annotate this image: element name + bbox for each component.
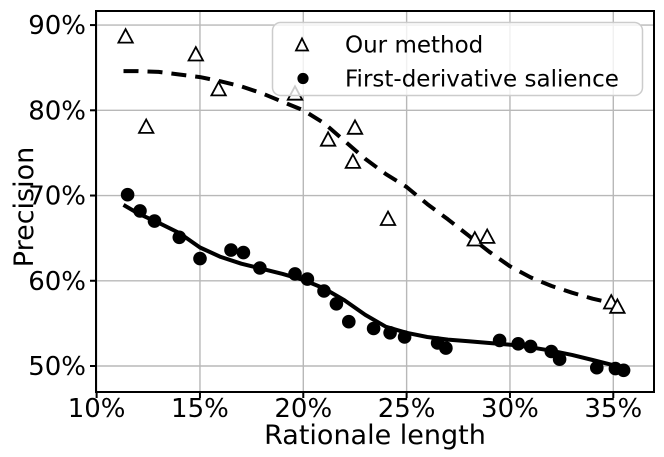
legend-filled-circle-icon xyxy=(297,72,309,85)
data-point-circle xyxy=(383,326,397,340)
data-point-circle xyxy=(133,204,147,218)
legend: Our method First-derivative salience xyxy=(271,21,644,97)
data-point-circle xyxy=(288,267,302,281)
data-point-circle xyxy=(300,272,315,286)
data-point-circle xyxy=(552,352,567,367)
data-point-triangle xyxy=(466,230,484,247)
y-tick-label: 60% xyxy=(28,267,86,297)
legend-entry-our-method: Our method xyxy=(345,33,483,59)
y-tick-label: 90% xyxy=(28,11,86,41)
y-tick-label: 80% xyxy=(28,96,86,126)
data-point-circle xyxy=(224,243,238,257)
data-point-triangle xyxy=(608,297,627,314)
x-tick-label: 20% xyxy=(274,394,332,424)
data-point-circle xyxy=(172,230,187,245)
x-tick-label: 15% xyxy=(171,394,229,424)
data-point-triangle xyxy=(319,130,337,147)
legend-entry-first-derivative-salience: First-derivative salience xyxy=(345,67,619,93)
data-point-triangle xyxy=(346,118,364,135)
x-tick-label: 25% xyxy=(378,394,436,424)
x-tick-label: 10% xyxy=(68,394,126,424)
data-point-triangle xyxy=(137,117,155,134)
trend-line-our-method xyxy=(123,69,616,306)
x-tick-label: 30% xyxy=(481,394,539,424)
legend-box xyxy=(271,21,644,97)
data-point-circle xyxy=(523,339,538,354)
data-point-circle xyxy=(439,341,453,355)
data-point-circle xyxy=(366,321,381,336)
data-point-circle xyxy=(492,333,507,348)
data-point-triangle xyxy=(116,27,135,44)
data-point-circle xyxy=(590,360,604,375)
data-point-circle xyxy=(616,363,631,378)
data-point-triangle xyxy=(209,80,228,97)
data-point-circle xyxy=(147,214,162,228)
data-point-circle xyxy=(253,261,267,275)
data-point-triangle xyxy=(478,227,496,244)
y-tick-label: 70% xyxy=(28,182,86,212)
tick-layer: 10% 15% 20% 25% 30% 35% 50% 60% 70% 80% 90% xyxy=(28,11,642,424)
data-point-circle xyxy=(120,187,135,202)
data-point-triangle xyxy=(379,209,397,226)
data-point-circle xyxy=(193,251,207,266)
data-point-circle xyxy=(317,284,331,298)
legend-open-triangle-icon xyxy=(294,36,310,52)
y-tick-label: 50% xyxy=(28,352,86,382)
data-point-triangle xyxy=(187,45,205,62)
data-point-circle xyxy=(397,330,412,344)
data-point-circle xyxy=(342,314,356,329)
data-point-circle xyxy=(329,297,344,311)
y-axis-label: Precision xyxy=(9,147,40,267)
x-axis-label: Rationale length xyxy=(264,420,486,451)
data-point-circle xyxy=(236,245,251,260)
plot-border xyxy=(95,10,655,393)
data-point-circle xyxy=(511,337,525,351)
data-point-triangle xyxy=(344,152,362,169)
x-tick-label: 35% xyxy=(584,394,642,424)
